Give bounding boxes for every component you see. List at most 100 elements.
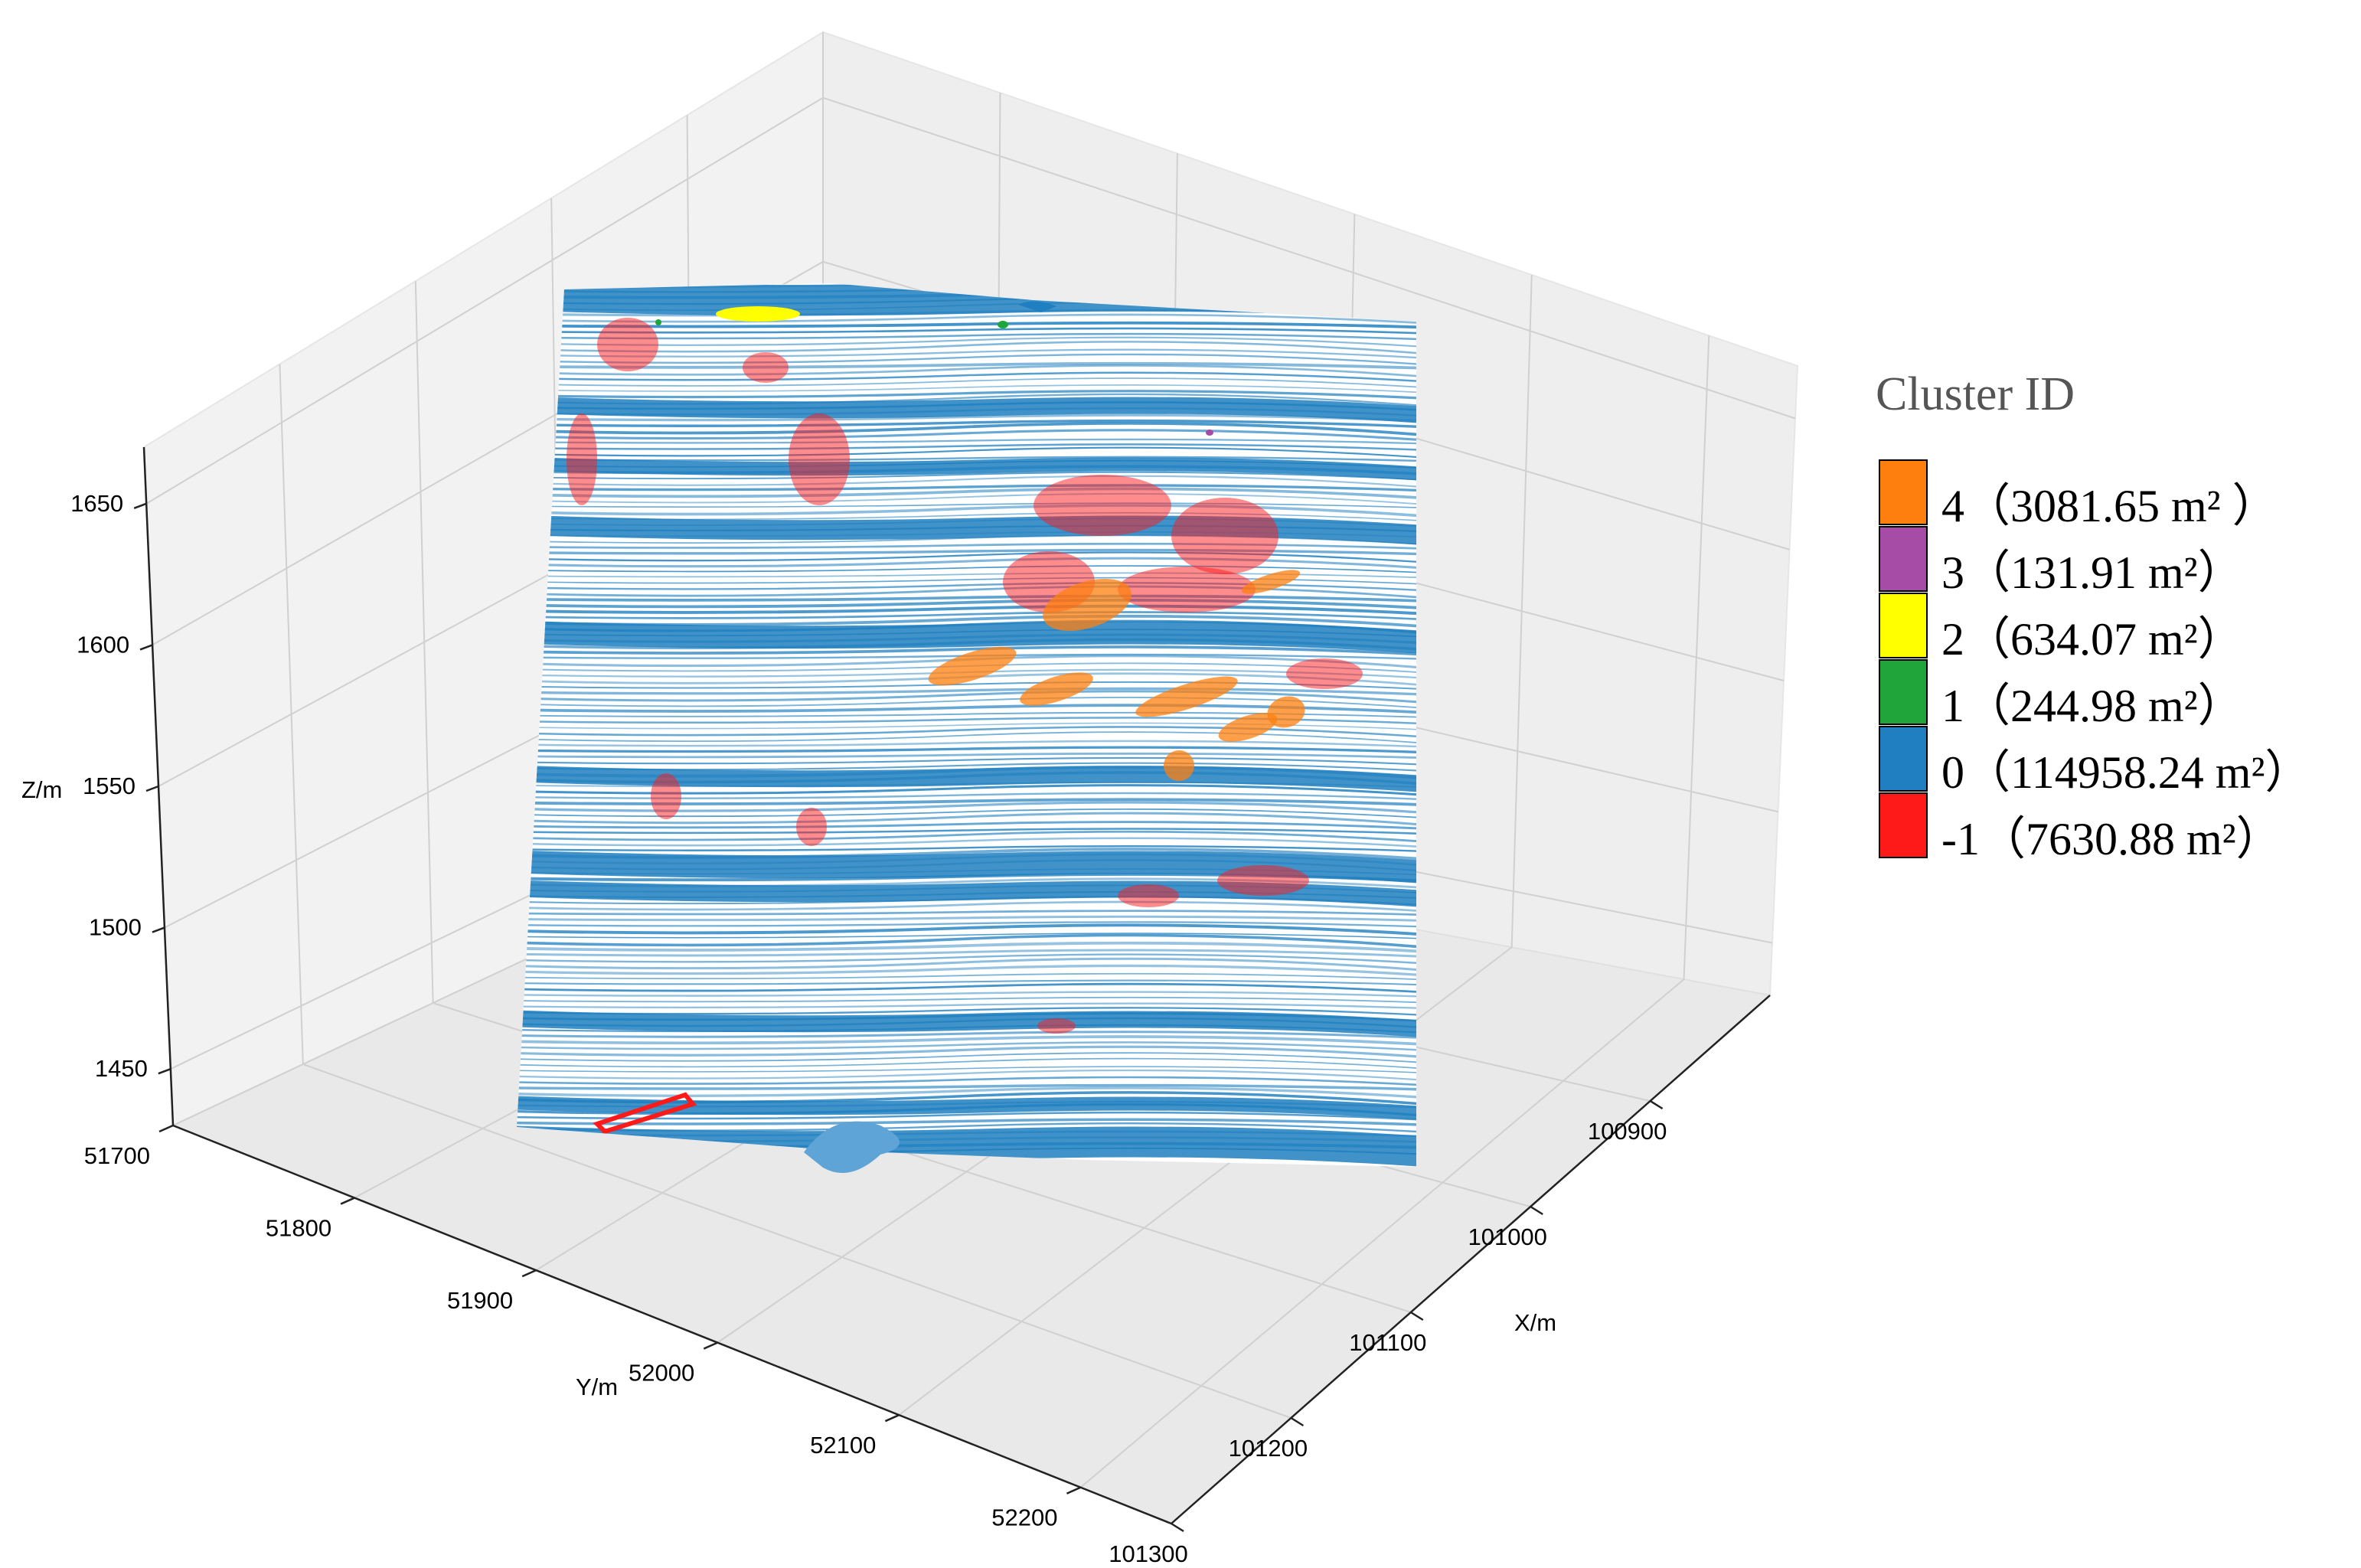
point-cloud <box>517 283 1416 1170</box>
cloud-stripe <box>517 1031 1416 1040</box>
x-tick-label: 101000 <box>1468 1223 1546 1250</box>
cluster-patch-4 <box>1043 578 1132 632</box>
cluster-patch-noise <box>567 413 597 505</box>
cloud-stripe <box>517 548 1416 556</box>
cloud-band <box>517 1096 1416 1120</box>
cloud-stripe <box>517 1041 1416 1052</box>
cloud-stripe <box>517 690 1416 704</box>
cloud-stripe <box>517 949 1416 958</box>
z-tick-mark <box>152 926 165 933</box>
cloud-stripe <box>517 801 1416 815</box>
z-tick-label: 1650 <box>70 490 123 517</box>
cloud-stripe <box>517 910 1416 916</box>
cloud-stripe <box>517 390 1416 400</box>
cloud-stripe <box>517 585 1416 599</box>
cloud-stripe <box>517 991 1416 998</box>
cluster-patch-4 <box>1164 750 1194 781</box>
legend-swatch <box>1879 593 1928 658</box>
cloud-stripe <box>517 1007 1416 1016</box>
legend-swatch <box>1879 459 1928 525</box>
x-axis-title: X/m <box>1514 1309 1556 1336</box>
cloud-stripe <box>517 364 1416 378</box>
cloud-stripe <box>517 1083 1416 1091</box>
cloud-stripe <box>517 456 1416 462</box>
cloud-stripe <box>517 551 1416 564</box>
cloud-stripe <box>517 371 1416 383</box>
axis-ticks: 1450 1500 1550 1600 1650 51700 51800 51900 52000… <box>70 490 1667 1567</box>
cluster-patch-1 <box>998 321 1008 328</box>
cloud-stripe <box>517 921 1416 928</box>
y-tick-mark <box>521 1269 537 1278</box>
y-tick-mark <box>1066 1486 1081 1494</box>
cluster-patch-4 <box>1267 696 1305 728</box>
x-tick-label: 101300 <box>1109 1540 1187 1567</box>
cloud-stripe <box>517 964 1416 977</box>
legend-swatch <box>1879 659 1928 725</box>
cloud-stripe <box>517 845 1416 853</box>
y-tick-label: 52200 <box>991 1504 1057 1531</box>
cloud-stripe <box>517 957 1416 972</box>
y-tick-mark <box>340 1197 355 1205</box>
cluster-patch-noise <box>651 773 681 819</box>
cloud-stripe <box>517 953 1416 965</box>
cloud-stripe <box>517 821 1416 830</box>
cluster-patch-noise <box>789 413 850 505</box>
y-axis-title: Y/m <box>576 1374 618 1400</box>
cluster-patch-noise <box>743 352 789 383</box>
cluster-outline-noise <box>593 1092 697 1135</box>
cluster-patch-noise <box>1034 475 1171 536</box>
y-tick-mark <box>703 1341 718 1350</box>
legend-item: 4（3081.65 m² ） <box>1879 459 2353 531</box>
cluster-patch-noise <box>1217 865 1309 896</box>
z-tick-mark <box>145 785 159 792</box>
cloud-stripe <box>517 1066 1416 1074</box>
legend-title: Cluster ID <box>1876 368 2075 420</box>
legend-label: 0（114958.24 m²） <box>1941 747 2311 798</box>
cloud-edge-bulge-top <box>1018 301 1056 312</box>
cloud-stripe <box>517 681 1416 691</box>
cluster-patch-1 <box>655 319 661 325</box>
y-tick-label: 51900 <box>447 1287 513 1314</box>
cloud-stripe <box>517 1035 1416 1046</box>
x-tick-label: 101200 <box>1229 1435 1308 1462</box>
y-tick-label: 52000 <box>629 1360 694 1387</box>
x-tick-mark <box>1171 1522 1184 1533</box>
cloud-stripe <box>517 361 1416 370</box>
x-tick-mark <box>1530 1205 1543 1216</box>
cloud-stripe <box>517 1002 1416 1010</box>
z-tick-mark <box>158 1067 171 1075</box>
cloud-stripe <box>517 475 1416 488</box>
cloud-stripe <box>517 982 1416 994</box>
cloud-stripe <box>517 446 1416 459</box>
cloud-stripe <box>517 313 1416 325</box>
cloud-stripe <box>517 933 1416 939</box>
cluster-patch-noise <box>1118 567 1256 612</box>
z-tick-mark <box>133 502 147 510</box>
cloud-stripe <box>517 752 1416 760</box>
x-axis-line <box>1171 995 1771 1524</box>
cluster-patch-4 <box>928 646 1017 686</box>
y-axis-line <box>172 1124 1172 1525</box>
cloud-stripe <box>517 565 1416 573</box>
cloud-stripe <box>517 1118 1416 1126</box>
y-tick-mark <box>158 1124 174 1133</box>
cloud-stripe <box>517 443 1416 452</box>
x-tick-label: 100900 <box>1588 1118 1667 1145</box>
cloud-stripe <box>517 1052 1416 1063</box>
cloud-stripe <box>517 923 1416 936</box>
cloud-stripe <box>517 438 1416 445</box>
y-tick-label: 51800 <box>266 1215 331 1242</box>
x-tick-mark <box>1649 1099 1664 1110</box>
legend-swatch <box>1879 726 1928 792</box>
cluster-patch-noise <box>1286 658 1363 689</box>
legend-label: 4（3081.65 m² ） <box>1941 481 2278 531</box>
cloud-stripe <box>517 611 1416 621</box>
cloud-band <box>517 1010 1416 1037</box>
legend-label: 1（244.98 m²） <box>1941 681 2244 731</box>
legend-label: -1（7630.88 m²） <box>1941 814 2282 864</box>
cloud-stripe <box>517 1057 1416 1070</box>
y-grid-line <box>898 275 1533 1416</box>
legend-label: 3（131.91 m²） <box>1941 547 2244 598</box>
cloud-band <box>517 396 1416 423</box>
